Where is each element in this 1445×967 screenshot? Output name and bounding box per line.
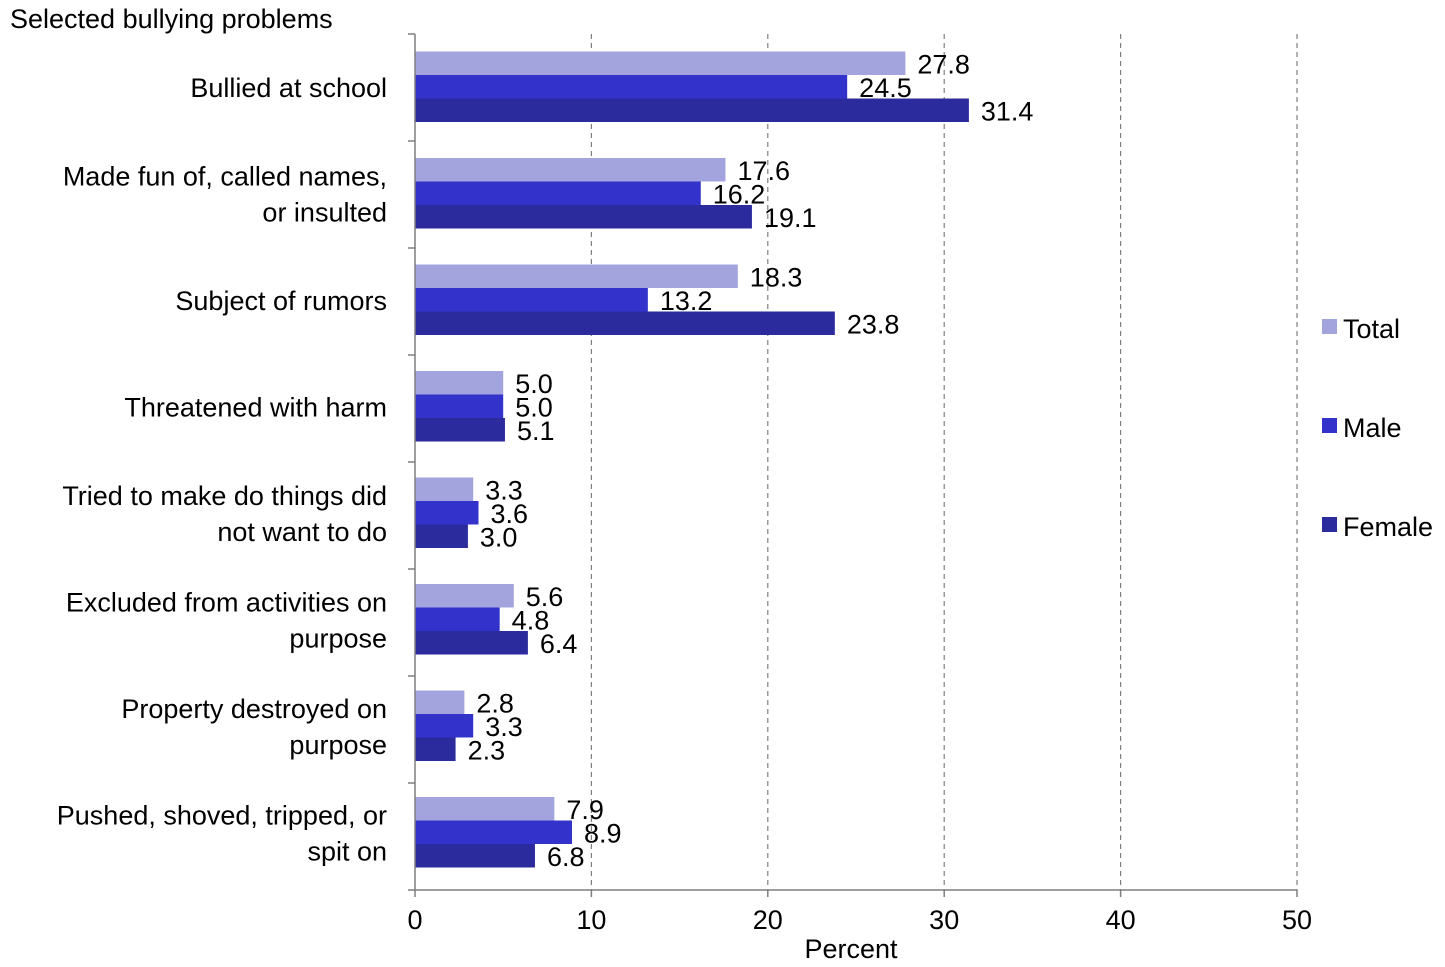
data-label: 5.6 [526,582,564,612]
data-label: 7.9 [566,795,604,825]
legend-label-female: Female [1343,512,1433,542]
bar-male [415,288,648,312]
category-label: not want to do [217,517,387,547]
x-tick-label: 10 [576,905,606,935]
legend-swatch-female [1322,517,1337,532]
data-label: 8.9 [584,818,622,848]
data-label: 3.0 [480,522,518,552]
data-label: 3.6 [491,499,529,529]
x-tick-label: 0 [407,905,422,935]
legend: Total Male Female [1322,314,1433,542]
legend-swatch-total [1322,319,1337,334]
category-label: or insulted [262,197,387,227]
category-label: Bullied at school [190,73,387,103]
data-label: 18.3 [750,262,803,292]
bar-female [415,418,505,442]
data-label: 4.8 [512,605,550,635]
grid-lines [590,34,1298,890]
bar-female [415,631,528,655]
bar-female [415,844,535,868]
bar-female [415,311,835,335]
bars [415,51,969,868]
legend-label-total: Total [1343,314,1400,344]
bar-total [415,477,474,501]
legend-swatch-male [1322,418,1337,433]
bar-female [415,98,969,122]
bar-female [415,737,456,761]
category-label: spit on [307,836,387,866]
data-label: 6.8 [547,842,585,872]
x-tick-label: 50 [1282,905,1312,935]
data-label: 3.3 [485,475,523,505]
data-label: 23.8 [847,309,900,339]
bar-total [415,690,465,714]
bar-male [415,181,701,205]
axes: 0 10 20 30 40 50 [407,33,1312,935]
category-label: Made fun of, called names, [63,161,387,191]
data-label: 5.0 [515,369,553,399]
bar-male [415,501,479,525]
bar-male [415,394,504,418]
x-axis-label: Percent [804,934,898,962]
bar-female [415,524,468,548]
x-tick-label: 30 [929,905,959,935]
category-label: Tried to make do things did [62,481,387,511]
category-label: Excluded from activities on [66,587,387,617]
bar-male [415,75,848,99]
data-label: 5.0 [515,392,553,422]
data-labels: 27.824.531.417.616.219.118.313.223.85.05… [468,49,1034,872]
bar-total [415,158,726,182]
bar-female [415,205,752,229]
data-label: 13.2 [660,286,713,316]
category-label: Threatened with harm [124,392,387,422]
data-label: 16.2 [713,179,766,209]
category-label: purpose [289,730,387,760]
data-label: 17.6 [737,156,790,186]
data-label: 19.1 [764,203,817,233]
x-tick-label: 20 [753,905,783,935]
data-label: 6.4 [540,629,578,659]
data-label: 24.5 [859,73,912,103]
data-label: 2.3 [468,735,506,765]
bar-total [415,264,738,288]
category-label: purpose [289,623,387,653]
chart-title: Selected bullying problems [10,4,333,34]
bar-total [415,797,555,821]
bar-total [415,584,514,608]
bar-male [415,714,474,738]
category-label: Subject of rumors [175,286,387,316]
data-label: 2.8 [476,688,514,718]
legend-label-male: Male [1343,413,1402,443]
category-label: Pushed, shoved, tripped, or [57,800,387,830]
bar-male [415,820,572,844]
data-label: 31.4 [981,96,1034,126]
bar-total [415,51,906,75]
category-label: Property destroyed on [121,694,387,724]
x-tick-label: 40 [1106,905,1136,935]
data-label: 3.3 [485,712,523,742]
bar-total [415,371,504,395]
data-label: 5.1 [517,416,555,446]
bar-male [415,607,500,631]
data-label: 27.8 [917,49,970,79]
category-labels: Bullied at school Made fun of, called nam… [57,73,387,867]
